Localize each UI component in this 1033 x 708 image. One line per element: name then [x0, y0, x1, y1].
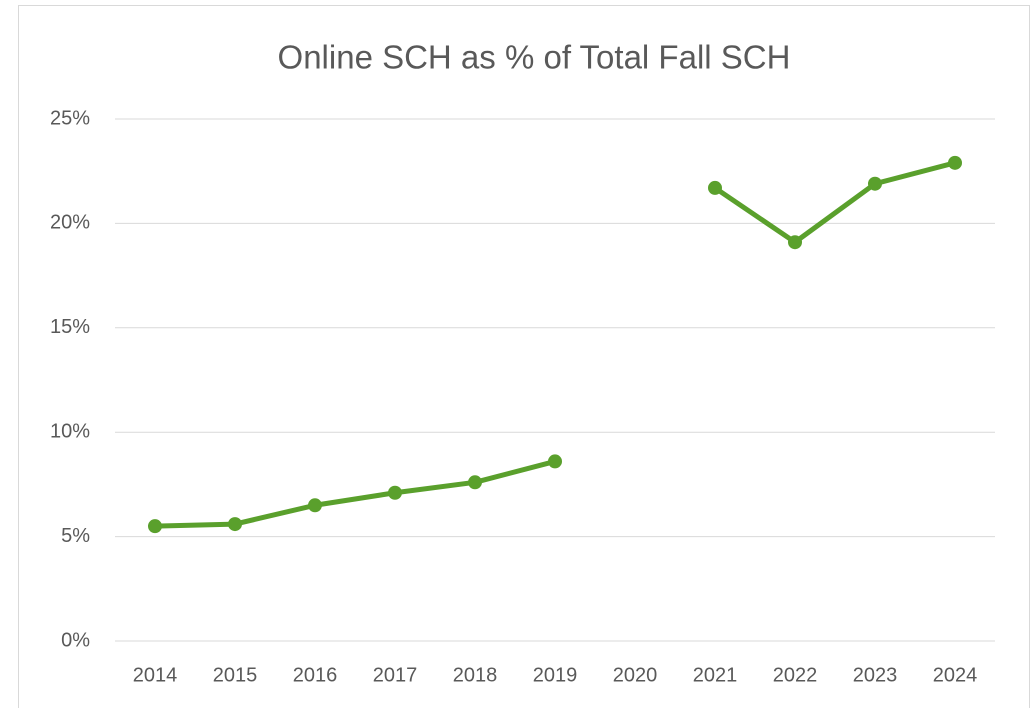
x-tick-label: 2016	[293, 664, 338, 686]
chart-frame	[18, 5, 1030, 708]
chart-title: Online SCH as % of Total Fall SCH	[278, 39, 791, 76]
x-tick-label: 2022	[773, 664, 818, 686]
marker	[548, 454, 562, 469]
y-tick-label: 25%	[50, 107, 90, 129]
line	[152, 160, 958, 529]
x-tick-label: 2017	[373, 664, 418, 686]
x-tick-label: 2015	[213, 664, 258, 686]
y-tick-label: 0%	[61, 629, 90, 651]
marker	[308, 498, 322, 513]
marker	[948, 155, 962, 170]
x-tick-label: 2023	[853, 664, 898, 686]
y-tick-label: 15%	[50, 316, 90, 338]
x-tick-label: 2018	[453, 664, 498, 686]
marker	[788, 235, 802, 250]
x-tick-label: 2021	[693, 664, 738, 686]
x-tick-label: 2019	[533, 664, 578, 686]
marker	[468, 475, 482, 490]
x-tick-label: 2014	[133, 664, 178, 686]
marker	[868, 176, 882, 191]
x-tick-label: 2020	[613, 664, 658, 686]
y-tick-label: 20%	[50, 212, 90, 234]
marker	[388, 485, 402, 500]
marker	[148, 519, 162, 534]
marker	[708, 180, 722, 195]
y-tick-label: 10%	[50, 420, 90, 442]
x-tick-label: 2024	[933, 664, 978, 686]
marker	[228, 517, 242, 532]
y-tick-label: 5%	[61, 525, 90, 547]
